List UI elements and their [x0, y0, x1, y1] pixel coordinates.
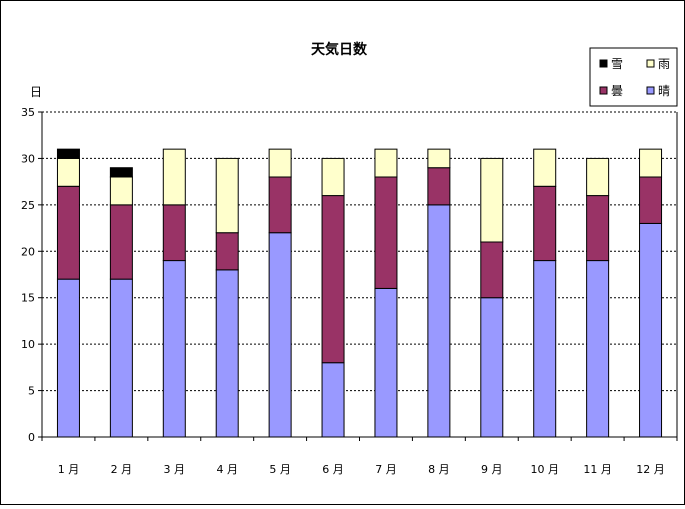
bar-segment-晴 — [480, 297, 504, 438]
bar-segment-晴 — [321, 362, 345, 438]
bar-segment-晴 — [374, 287, 398, 438]
legend-label-曇: 曇 — [611, 84, 623, 98]
chart-title: 天気日数 — [311, 41, 368, 58]
legend-label-晴: 晴 — [658, 84, 670, 98]
bar-segment-雨 — [480, 157, 504, 243]
bar-segment-雨 — [215, 157, 239, 234]
bar-segment-曇 — [639, 176, 663, 224]
y-tick-label: 5 — [28, 385, 35, 398]
x-tick-label: 11 月 — [583, 463, 612, 476]
bar-segment-雨 — [56, 157, 80, 187]
bar-segment-雪 — [56, 148, 80, 159]
bar-segment-雨 — [109, 176, 133, 206]
bar-segment-晴 — [268, 232, 292, 438]
bar-segment-雨 — [321, 157, 345, 197]
bar-segment-晴 — [427, 204, 451, 438]
x-tick-label: 5 月 — [269, 463, 291, 476]
legend-box — [589, 47, 678, 107]
x-tick-label: 2 月 — [111, 463, 133, 476]
x-tick-label: 4 月 — [216, 463, 238, 476]
y-tick-label: 30 — [21, 152, 35, 165]
x-tick-label: 9 月 — [481, 463, 503, 476]
bar-segment-曇 — [162, 204, 186, 262]
bar-segment-曇 — [480, 241, 504, 299]
bar-segment-曇 — [586, 195, 610, 262]
bar-segment-雨 — [533, 148, 557, 187]
bar-segment-曇 — [321, 195, 345, 364]
bars — [56, 148, 663, 438]
legend-swatch-曇 — [599, 86, 608, 95]
bar-segment-晴 — [639, 222, 663, 438]
x-axis-ticks: 1 月 2 月 3 月 4 月 5 月 6 月 7 月 8 月 9 月 10 月 11 月 12 月 — [41, 437, 678, 476]
bar-segment-曇 — [56, 185, 80, 280]
y-tick-label: 10 — [21, 338, 35, 351]
y-tick-label: 35 — [21, 106, 35, 119]
legend-swatch-雨 — [646, 59, 655, 68]
bar-segment-曇 — [215, 232, 239, 271]
bar-segment-雪 — [109, 167, 133, 178]
bar-segment-雨 — [427, 148, 451, 169]
bar-segment-晴 — [215, 269, 239, 438]
y-tick-label: 25 — [21, 199, 35, 212]
bar-segment-晴 — [56, 278, 80, 438]
bar-segment-曇 — [268, 176, 292, 234]
bar-segment-曇 — [109, 204, 133, 280]
bar-segment-曇 — [427, 167, 451, 206]
x-tick-label: 7 月 — [375, 463, 397, 476]
axes — [41, 112, 678, 438]
y-axis-label: 日 — [30, 85, 42, 99]
x-tick-label: 6 月 — [322, 463, 344, 476]
bar-segment-雨 — [162, 148, 186, 206]
legend-swatch-雪 — [599, 59, 608, 68]
bar-segment-晴 — [162, 260, 186, 438]
grid-lines — [42, 111, 677, 392]
y-tick-label: 20 — [21, 245, 35, 258]
bar-segment-晴 — [586, 260, 610, 438]
legend-swatch-晴 — [646, 86, 655, 95]
x-tick-label: 8 月 — [428, 463, 450, 476]
x-tick-label: 10 月 — [530, 463, 559, 476]
x-tick-label: 1 月 — [58, 463, 80, 476]
y-axis-ticks: 0 5 10 15 20 25 30 35 — [21, 106, 42, 444]
bar-segment-晴 — [109, 278, 133, 438]
bar-segment-雨 — [586, 157, 610, 197]
legend-label-雪: 雪 — [611, 57, 623, 71]
bar-segment-曇 — [374, 176, 398, 289]
y-tick-label: 0 — [28, 431, 35, 444]
bar-segment-曇 — [533, 185, 557, 262]
x-tick-label: 3 月 — [164, 463, 186, 476]
y-tick-label: 15 — [21, 292, 35, 305]
bar-segment-雨 — [268, 148, 292, 178]
x-tick-label: 12 月 — [636, 463, 665, 476]
legend-label-雨: 雨 — [658, 57, 670, 71]
bar-segment-雨 — [374, 148, 398, 178]
bar-segment-雨 — [639, 148, 663, 178]
legend: 雪 雨曇 晴 — [589, 47, 678, 107]
bar-segment-晴 — [533, 260, 557, 438]
